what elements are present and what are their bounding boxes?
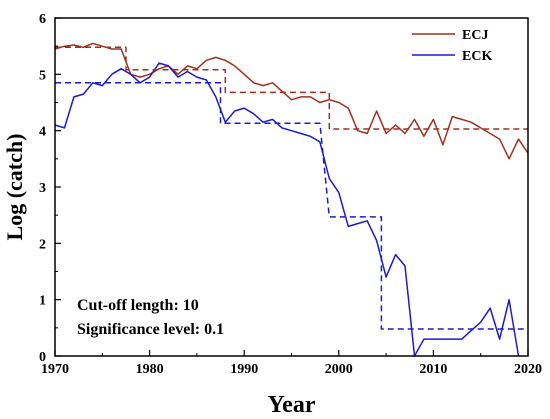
annotation-significance-level: Significance level: 0.1: [77, 321, 224, 338]
y-axis-title: Log (catch): [2, 134, 27, 241]
y-tick-label: 4: [39, 125, 46, 140]
legend-label-eck: ECK: [462, 49, 492, 64]
x-tick-label: 1990: [230, 362, 258, 377]
series-line-ecj: [54, 42, 529, 160]
legend: ECJ ECK: [412, 28, 492, 64]
series-layer: [54, 42, 529, 357]
y-tick-label: 2: [39, 237, 46, 252]
annotation-cutoff-length: Cut-off length: 10: [77, 297, 199, 314]
y-axis-ticks: 0 1 2 3 4 5 6: [39, 12, 61, 365]
y-tick-label: 0: [39, 350, 46, 365]
y-tick-label: 1: [39, 294, 46, 309]
x-axis-ticks: 1970 1980 1990 2000 2010 2020: [41, 350, 542, 377]
x-tick-label: 1980: [136, 362, 164, 377]
series-line-eck: [54, 62, 520, 357]
x-tick-label: 2010: [419, 362, 447, 377]
legend-label-ecj: ECJ: [462, 28, 488, 43]
x-tick-label: 2020: [514, 362, 542, 377]
y-tick-label: 6: [39, 12, 46, 27]
series-line-segmentation-3-dashed: [55, 82, 528, 330]
x-axis-title: Year: [268, 392, 316, 418]
series-line-segmentation-2-dashed: [55, 46, 528, 130]
x-tick-label: 1970: [41, 362, 69, 377]
x-tick-label: 2000: [325, 362, 353, 377]
y-tick-label: 3: [39, 181, 46, 196]
y-tick-label: 5: [39, 68, 46, 83]
